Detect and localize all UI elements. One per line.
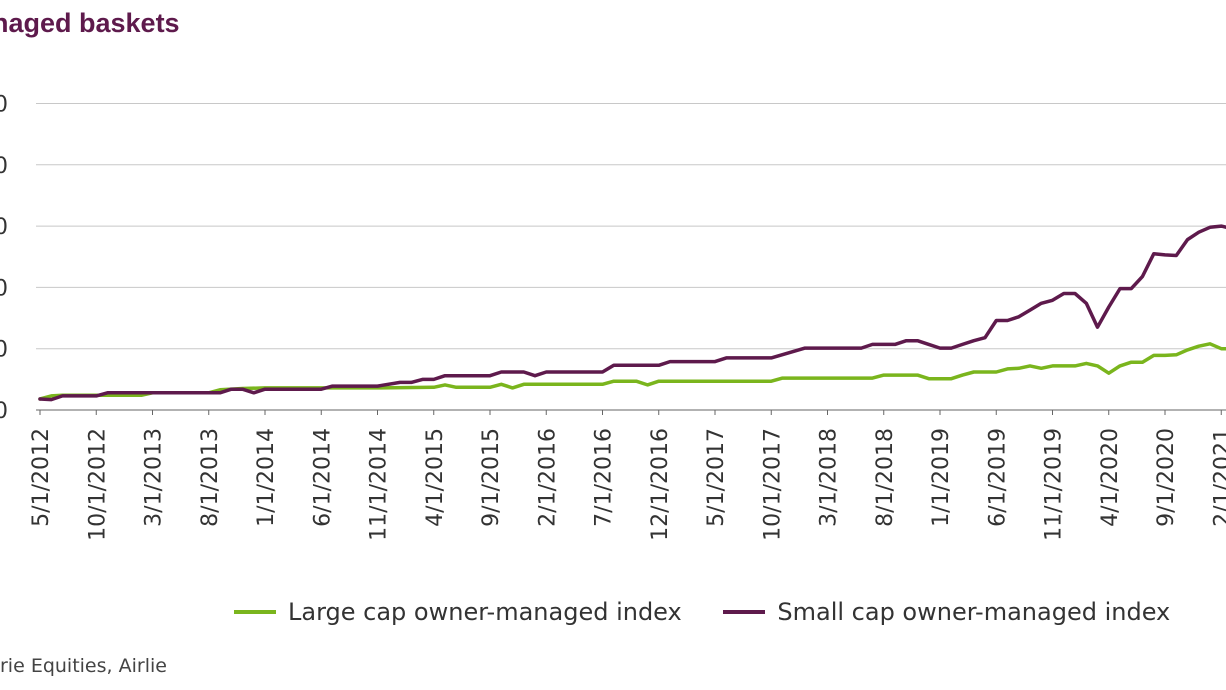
y-tick-label: 0 (0, 399, 8, 424)
x-tick-label: 3/1/2018 (817, 428, 842, 527)
y-tick-label: 0 (0, 276, 8, 301)
x-tick-label: 9/1/2020 (1154, 428, 1179, 527)
x-tick-label: 4/1/2020 (1098, 428, 1123, 527)
legend-label-small-cap: Small cap owner-managed index (777, 598, 1171, 626)
x-tick-label: 9/1/2015 (479, 428, 504, 527)
x-tick-label: 10/1/2012 (85, 428, 110, 541)
x-tick-label: 6/1/2019 (985, 428, 1010, 527)
x-tick-label: 11/1/2019 (1042, 428, 1067, 541)
legend-item-small-cap: Small cap owner-managed index (723, 598, 1170, 626)
x-tick-label: 4/1/2015 (423, 428, 448, 527)
series-lines (38, 224, 1226, 402)
x-tick-label: 8/1/2013 (198, 428, 223, 527)
series-line-large-cap (38, 342, 1226, 401)
x-tick-label: 8/1/2018 (873, 428, 898, 527)
x-tick-label: 6/1/2014 (310, 428, 335, 527)
y-tick-labels: 0 0 0 0 0 0 (0, 93, 8, 425)
series-line-small-cap (38, 224, 1226, 402)
x-tick-label: 11/1/2014 (367, 428, 392, 541)
x-tick-label: 5/1/2017 (704, 428, 729, 527)
x-tick-label: 5/1/2012 (29, 428, 54, 527)
legend-swatch-small-cap (723, 610, 766, 614)
x-tick-label: 1/1/2014 (254, 428, 279, 527)
y-tick-label: 0 (0, 93, 8, 118)
x-tick-label: 3/1/2013 (142, 428, 167, 527)
legend-label-large-cap: Large cap owner-managed index (288, 598, 682, 626)
grid-lines (36, 103, 1226, 411)
source-note: rie Equities, Airlie (0, 655, 167, 677)
x-tick-label: 10/1/2017 (760, 428, 785, 541)
legend-item-large-cap: Large cap owner-managed index (234, 598, 682, 626)
x-tick-labels: 5/1/2012 10/1/2012 3/1/2013 8/1/2013 1/1/201… (29, 410, 1226, 541)
x-tick-label: 12/1/2016 (648, 428, 673, 541)
x-tick-label: 1/1/2019 (929, 428, 954, 527)
y-tick-label: 0 (0, 215, 8, 240)
line-chart: 0 0 0 0 0 0 5/1/2012 10/1/2012 3/1/2013 8/1/2013… (0, 93, 1226, 541)
x-tick-label: 2/1/2016 (535, 428, 560, 527)
legend: Large cap owner-managed index Small cap … (234, 592, 1204, 626)
x-tick-label: 7/1/2016 (592, 428, 617, 527)
y-tick-label: 0 (0, 154, 8, 179)
chart-title: naged baskets (0, 8, 180, 38)
y-tick-label: 0 (0, 338, 8, 363)
legend-swatch-large-cap (234, 610, 276, 614)
x-tick-label: 2/1/2021 (1210, 428, 1226, 527)
